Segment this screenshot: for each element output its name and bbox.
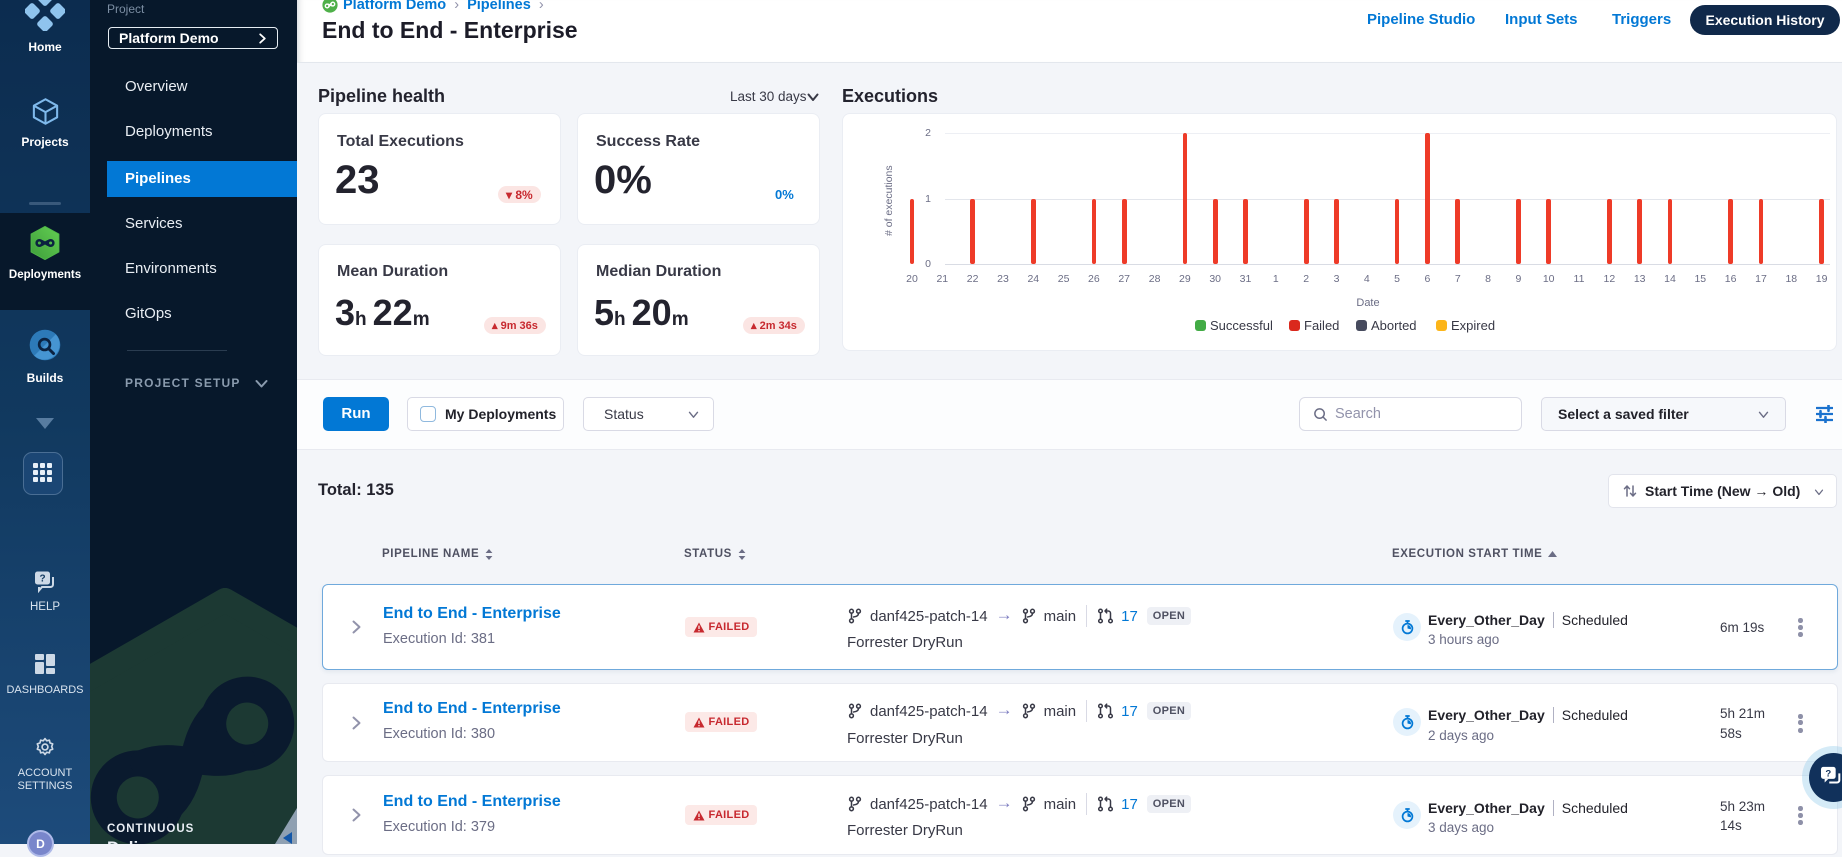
svg-text:?: ? — [1825, 769, 1831, 780]
svg-text:?: ? — [39, 574, 45, 585]
